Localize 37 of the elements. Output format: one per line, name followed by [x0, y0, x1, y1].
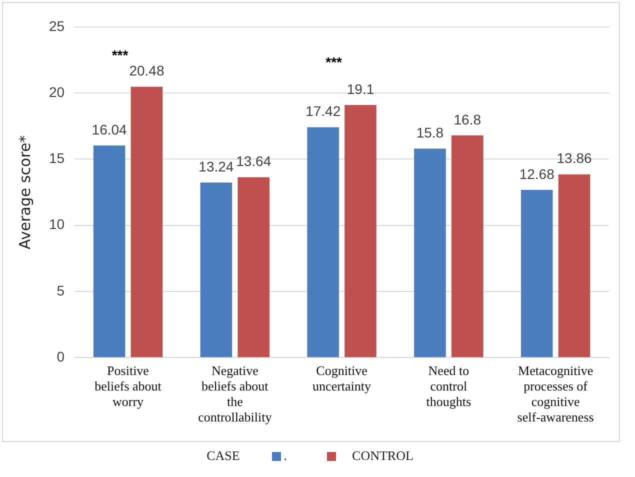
data-label: 16.8: [454, 111, 482, 128]
bar: [520, 190, 553, 358]
x-tick-label: Negative beliefs about the controllability: [198, 362, 272, 425]
data-label: 13.86: [556, 150, 592, 166]
y-tick-label: 10: [48, 216, 65, 232]
bar: [451, 135, 484, 358]
annotation: ***: [326, 54, 343, 70]
data-label: 13.24: [198, 158, 234, 174]
data-label: 16.04: [92, 121, 128, 138]
data-label: 12.68: [519, 166, 555, 182]
x-tick-label: Cognitive uncertainty: [312, 362, 372, 394]
bar: [414, 148, 446, 358]
x-tick-label: Metacognitive processes of cognitive self-awareness: [517, 362, 594, 425]
bar: [130, 86, 163, 358]
bar: [93, 145, 126, 358]
data-label: 15.8: [416, 124, 444, 141]
data-label: 17.42: [306, 103, 341, 120]
data-label: 13.64: [236, 153, 272, 170]
bar: [238, 177, 270, 358]
bar: [558, 174, 590, 358]
text: CASE: [206, 448, 240, 464]
y-axis-title: Average score*: [16, 134, 34, 250]
y-tick-label: 15: [48, 150, 65, 166]
y-tick-label: 25: [48, 18, 65, 34]
x-tick-label: Need to control thoughts: [426, 362, 472, 410]
y-tick-label: 0: [56, 348, 65, 364]
y-tick-label: 5: [56, 282, 65, 298]
bar: [307, 127, 339, 358]
bar: [344, 105, 376, 358]
legend-label: CONTROL: [352, 448, 414, 464]
annotation: ***: [112, 47, 129, 64]
bar: [200, 182, 232, 358]
data-label: 19.1: [346, 80, 374, 97]
legend-label: .: [284, 448, 288, 464]
data-label: 20.48: [129, 62, 164, 79]
x-tick-label: Positive beliefs about worry: [94, 362, 162, 410]
y-tick-label: 20: [48, 84, 65, 100]
